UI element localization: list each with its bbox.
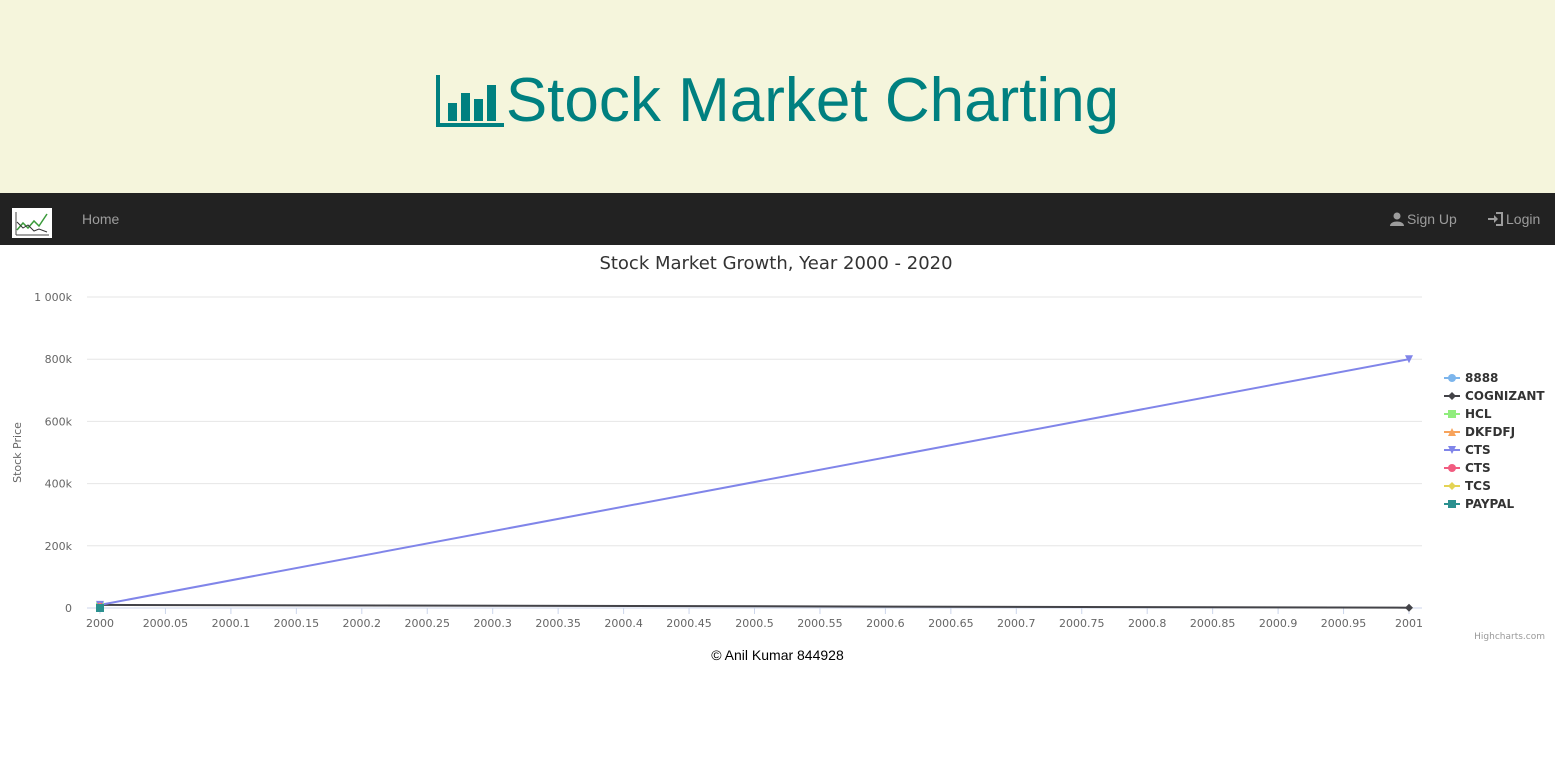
y-tick-label: 400k bbox=[45, 478, 73, 491]
legend-marker-cts[interactable] bbox=[1448, 464, 1456, 472]
x-tick-label: 2000.2 bbox=[343, 617, 382, 630]
y-tick-label: 1 000k bbox=[34, 291, 72, 304]
legend-item-dkfdfj[interactable]: DKFDFJ bbox=[1465, 425, 1515, 439]
page-title-text: Stock Market Charting bbox=[505, 66, 1120, 135]
x-tick-label: 2000.35 bbox=[535, 617, 581, 630]
x-tick-label: 2000.45 bbox=[666, 617, 712, 630]
x-tick-label: 2000.55 bbox=[797, 617, 843, 630]
x-tick-label: 2000.25 bbox=[405, 617, 451, 630]
x-tick-label: 2000.95 bbox=[1321, 617, 1367, 630]
x-tick-label: 2000.9 bbox=[1259, 617, 1298, 630]
y-tick-label: 200k bbox=[45, 540, 73, 553]
legend-marker-cts[interactable] bbox=[1448, 446, 1456, 454]
legend-marker-tcs[interactable] bbox=[1448, 482, 1456, 490]
x-tick-label: 2001 bbox=[1395, 617, 1423, 630]
legend-marker-dkfdfj[interactable] bbox=[1448, 428, 1456, 436]
signup-label: Sign Up bbox=[1407, 211, 1457, 227]
x-tick-label: 2000.05 bbox=[143, 617, 189, 630]
login-label: Login bbox=[1506, 211, 1541, 227]
legend-item-tcs[interactable]: TCS bbox=[1465, 479, 1491, 493]
header-banner: Stock Market Charting bbox=[0, 0, 1555, 193]
data-point-cognizant[interactable] bbox=[1405, 603, 1413, 612]
login-link[interactable]: Login bbox=[1488, 211, 1540, 227]
x-tick-label: 2000.3 bbox=[473, 617, 512, 630]
legend-item-cts[interactable]: CTS bbox=[1465, 461, 1491, 475]
stock-chart-logo-icon[interactable] bbox=[12, 208, 52, 238]
x-tick-label: 2000.65 bbox=[928, 617, 974, 630]
legend-marker-8888[interactable] bbox=[1448, 374, 1456, 382]
legend-item-cts[interactable]: CTS bbox=[1465, 443, 1491, 457]
y-tick-label: 600k bbox=[45, 415, 73, 428]
x-tick-label: 2000.1 bbox=[212, 617, 251, 630]
legend-item-8888[interactable]: 8888 bbox=[1465, 371, 1498, 385]
legend-marker-cognizant[interactable] bbox=[1448, 392, 1456, 400]
data-point-cts[interactable] bbox=[1405, 355, 1413, 364]
series-line-cts bbox=[99, 358, 1410, 606]
chart-svg: Stock Market Growth, Year 2000 - 2020 0 20… bbox=[11, 253, 1545, 642]
y-axis-title: Stock Price bbox=[11, 422, 24, 483]
legend-marker-paypal[interactable] bbox=[1448, 500, 1456, 508]
bar-chart-icon bbox=[435, 72, 504, 142]
x-tick-label: 2000.85 bbox=[1190, 617, 1236, 630]
x-tick-label: 2000.15 bbox=[274, 617, 320, 630]
x-tick-label: 2000.6 bbox=[866, 617, 905, 630]
legend-item-hcl[interactable]: HCL bbox=[1465, 407, 1492, 421]
data-point-paypal[interactable] bbox=[96, 604, 104, 612]
x-tick-label: 2000.5 bbox=[735, 617, 774, 630]
y-tick-label: 0 bbox=[65, 602, 72, 615]
login-icon bbox=[1488, 212, 1503, 226]
chart-title: Stock Market Growth, Year 2000 - 2020 bbox=[599, 253, 952, 274]
page-title: Stock Market Charting bbox=[0, 66, 1555, 142]
x-tick-label: 2000.75 bbox=[1059, 617, 1105, 630]
chart-credits-link[interactable]: Highcharts.com bbox=[1474, 632, 1545, 642]
legend-item-cognizant[interactable]: COGNIZANT bbox=[1465, 389, 1545, 403]
navbar: Home Sign Up Login bbox=[0, 193, 1555, 245]
y-tick-label: 800k bbox=[45, 353, 73, 366]
signup-link[interactable]: Sign Up bbox=[1390, 211, 1457, 227]
footer-copyright: © Anil Kumar 844928 bbox=[711, 647, 844, 663]
x-tick-label: 2000 bbox=[86, 617, 114, 630]
x-tick-label: 2000.7 bbox=[997, 617, 1036, 630]
stock-chart: Stock Market Growth, Year 2000 - 2020 0 20… bbox=[0, 245, 1555, 650]
user-icon bbox=[1390, 212, 1404, 226]
legend-item-paypal[interactable]: PAYPAL bbox=[1465, 497, 1515, 511]
legend-marker-hcl[interactable] bbox=[1448, 410, 1456, 418]
x-tick-label: 2000.8 bbox=[1128, 617, 1167, 630]
nav-home-link[interactable]: Home bbox=[82, 211, 120, 227]
series-line-cognizant bbox=[99, 603, 1410, 609]
x-tick-label: 2000.4 bbox=[604, 617, 643, 630]
